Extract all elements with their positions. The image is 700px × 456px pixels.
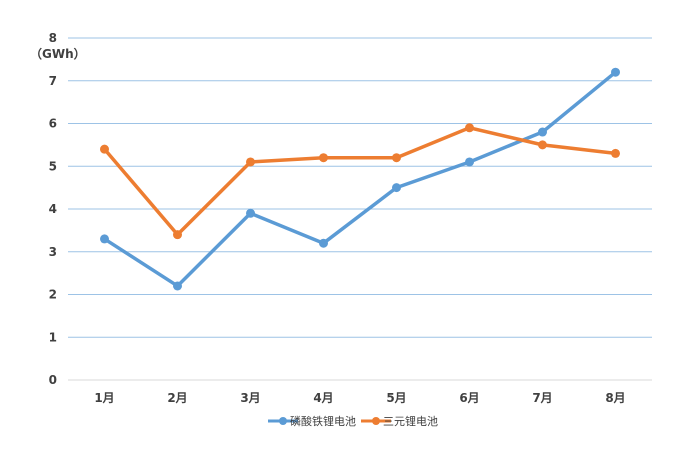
data-point (392, 153, 401, 163)
data-point (246, 157, 255, 167)
series-line-0 (102, 70, 618, 288)
data-point (319, 153, 328, 163)
y-tick-label: 7 (49, 74, 57, 88)
data-point (611, 148, 620, 158)
legend-label: 三元锂电池 (383, 414, 438, 428)
x-tick-label: 5月 (386, 391, 406, 405)
data-point (100, 144, 109, 154)
y-tick-label: 0 (49, 373, 57, 387)
data-point (173, 281, 182, 291)
axes: （GWh） 0 1 2 3 4 5 6 7 8 1月 2月 3月 4月 5月 6月 7月 8月 (30, 31, 652, 405)
data-point (465, 157, 474, 167)
data-point (246, 208, 255, 218)
x-tick-label: 4月 (313, 391, 333, 405)
data-point (100, 234, 109, 244)
legend-label: 磷酸铁锂电池 (290, 414, 356, 428)
data-point (392, 183, 401, 193)
grid-lines (68, 37, 652, 338)
y-tick-label: 2 (49, 288, 57, 302)
data-point (538, 127, 547, 137)
data-point (465, 123, 474, 133)
data-point (319, 238, 328, 248)
data-point (611, 67, 620, 77)
x-tick-label: 1月 (94, 391, 114, 405)
data-point (538, 140, 547, 150)
x-tick-label: 3月 (240, 391, 260, 405)
y-unit-label: （GWh） (30, 46, 86, 61)
y-tick-label: 6 (49, 117, 57, 131)
x-tick-label: 6月 (459, 391, 479, 405)
x-tick-label: 8月 (605, 391, 625, 405)
series-lines (100, 67, 620, 291)
y-tick-label: 3 (49, 245, 57, 259)
series-line-1 (102, 126, 618, 237)
y-tick-label: 5 (49, 159, 57, 173)
y-tick-label: 8 (49, 31, 57, 45)
y-tick-label: 4 (49, 202, 57, 216)
legend-swatch-marker (372, 417, 380, 425)
x-tick-label: 2月 (167, 391, 187, 405)
legend: 磷酸铁锂电池 三元锂电池 (268, 414, 438, 428)
legend-swatch-marker (279, 417, 287, 425)
data-point (173, 230, 182, 240)
y-tick-label: 1 (49, 330, 57, 344)
x-tick-label: 7月 (532, 391, 552, 405)
